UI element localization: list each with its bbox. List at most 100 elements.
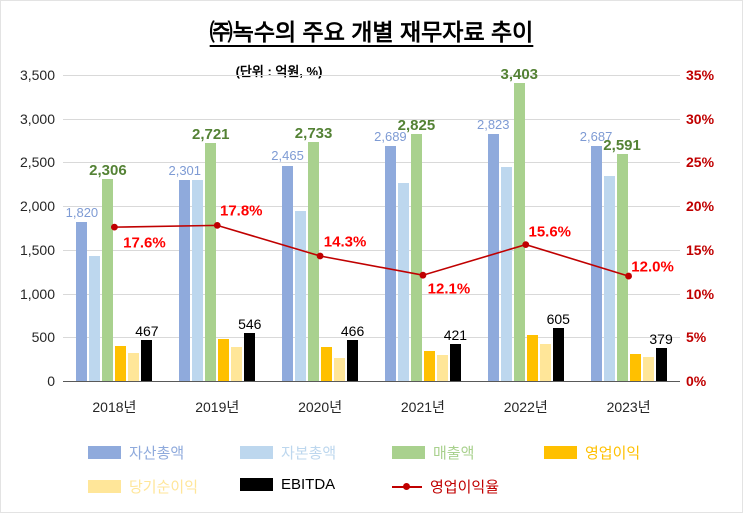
legend-swatch-net-income	[88, 480, 121, 493]
data-label-revenue: 3,403	[500, 66, 539, 84]
bar-revenue	[102, 179, 114, 381]
bar-net-income	[539, 344, 551, 381]
legend-item-revenue: 매출액	[392, 442, 474, 463]
bar-operating-profit	[629, 353, 641, 381]
bar-ebitda	[655, 347, 667, 381]
bar-operating-profit	[526, 334, 538, 381]
legend-dot-marker	[403, 483, 410, 490]
gridline	[63, 118, 680, 120]
legend-item-operating-margin: 영업이익율	[392, 476, 499, 497]
data-label-operating-margin: 14.3%	[323, 233, 367, 251]
gridline	[63, 162, 680, 164]
legend-label-net-income: 당기순이익	[129, 479, 199, 496]
legend-swatch-assets-total	[88, 446, 121, 459]
legend-label-operating-profit: 영업이익	[585, 445, 641, 462]
data-label-ebitda: 379	[649, 330, 673, 347]
legend-item-assets-total: 자산총액	[88, 442, 184, 463]
bar-equity-total	[295, 210, 307, 381]
data-label-ebitda: 466	[340, 323, 365, 340]
data-label-operating-margin: 12.0%	[631, 258, 674, 276]
gridline	[63, 337, 680, 339]
data-label-assets-total: 2,465	[271, 148, 304, 164]
bar-equity-total	[603, 176, 615, 381]
bar-equity-total	[192, 179, 204, 381]
bar-group	[166, 75, 269, 381]
data-label-assets-total: 2,823	[476, 117, 510, 133]
legend-swatch-ebitda	[240, 478, 273, 491]
bar-revenue	[616, 154, 628, 381]
legend-swatch-operating-profit	[544, 446, 577, 459]
legend-label-revenue: 매출액	[433, 445, 475, 462]
right-axis-tick-label: 20%	[686, 198, 715, 215]
bar-operating-profit	[218, 338, 230, 381]
y-axis-tick-label: 2,000	[19, 198, 55, 215]
bar-net-income	[436, 354, 448, 381]
bar-net-income	[334, 358, 346, 381]
data-label-assets-total: 2,301	[168, 162, 202, 178]
legend-swatch-revenue	[392, 446, 425, 459]
data-label-operating-margin: 17.8%	[219, 202, 263, 220]
x-axis-label: 2018년	[92, 399, 137, 415]
legend-item-operating-profit: 영업이익	[544, 442, 640, 463]
x-axis-label: 2020년	[298, 399, 343, 415]
data-label-assets-total: 2,687	[579, 129, 613, 145]
right-axis-tick-label: 30%	[686, 110, 715, 127]
data-label-ebitda: 421	[443, 327, 468, 344]
chart-title: ㈜녹수의 주요 개별 재무자료 추이	[0, 13, 743, 47]
bar-equity-total	[500, 166, 512, 381]
x-axis-label: 2023년	[606, 399, 651, 415]
bar-assets-total	[590, 146, 602, 381]
data-label-revenue: 2,825	[397, 117, 436, 134]
bar-revenue	[205, 143, 217, 381]
bar-ebitda	[347, 340, 359, 381]
data-label-revenue: 2,306	[89, 162, 127, 180]
data-label-assets-total: 1,820	[65, 204, 99, 220]
y-axis-tick-label: 2,500	[19, 154, 55, 171]
y-axis-tick-label: 3,500	[19, 67, 55, 83]
bar-ebitda	[244, 333, 256, 381]
y-axis-tick-label: 3,000	[19, 110, 55, 127]
y-axis-tick-label: 1,000	[19, 285, 55, 302]
bar-net-income	[231, 346, 243, 381]
bar-equity-total	[89, 255, 101, 381]
gridline	[63, 75, 680, 76]
data-label-operating-margin: 12.1%	[427, 280, 471, 298]
bar-revenue	[308, 142, 320, 381]
bar-net-income	[642, 356, 654, 381]
x-axis-label: 2019년	[195, 399, 240, 415]
legend-label-assets-total: 자산총액	[129, 445, 185, 462]
legend-item-ebitda: EBITDA	[240, 476, 335, 493]
right-axis-tick-label: 5%	[686, 329, 707, 346]
right-axis-tick-label: 25%	[686, 154, 715, 171]
bar-ebitda	[449, 344, 461, 381]
bar-assets-total	[282, 165, 294, 381]
y-axis-tick-label: 0	[47, 373, 55, 389]
bar-ebitda	[141, 340, 153, 381]
data-label-ebitda: 605	[546, 311, 570, 328]
bar-ebitda	[552, 328, 564, 381]
right-axis-tick-label: 35%	[686, 67, 715, 83]
y-axis-tick-label: 1,500	[19, 241, 55, 258]
data-label-revenue: 2,591	[603, 137, 641, 155]
y-axis-tick-label: 500	[31, 329, 55, 346]
right-axis-tick-label: 15%	[686, 241, 715, 258]
data-label-revenue: 2,733	[294, 125, 333, 143]
legend-swatch-operating-margin	[392, 480, 422, 493]
data-label-assets-total: 2,689	[374, 128, 407, 144]
bar-assets-total	[179, 179, 191, 381]
bar-assets-total	[384, 145, 396, 381]
legend-label-ebitda: EBITDA	[281, 476, 336, 493]
bar-revenue	[513, 83, 525, 381]
data-label-operating-margin: 17.6%	[123, 234, 166, 252]
legend-label-equity-total: 자본총액	[281, 445, 337, 462]
bar-revenue	[410, 134, 422, 381]
legend-item-net-income: 당기순이익	[88, 476, 198, 497]
data-label-operating-margin: 15.6%	[528, 223, 572, 241]
data-label-ebitda: 546	[238, 316, 262, 333]
data-label-ebitda: 467	[135, 323, 159, 340]
data-label-revenue: 2,721	[191, 126, 230, 144]
x-axis-label: 2021년	[400, 399, 445, 415]
gridline	[63, 206, 680, 208]
legend-label-operating-margin: 영업이익율	[430, 479, 500, 496]
